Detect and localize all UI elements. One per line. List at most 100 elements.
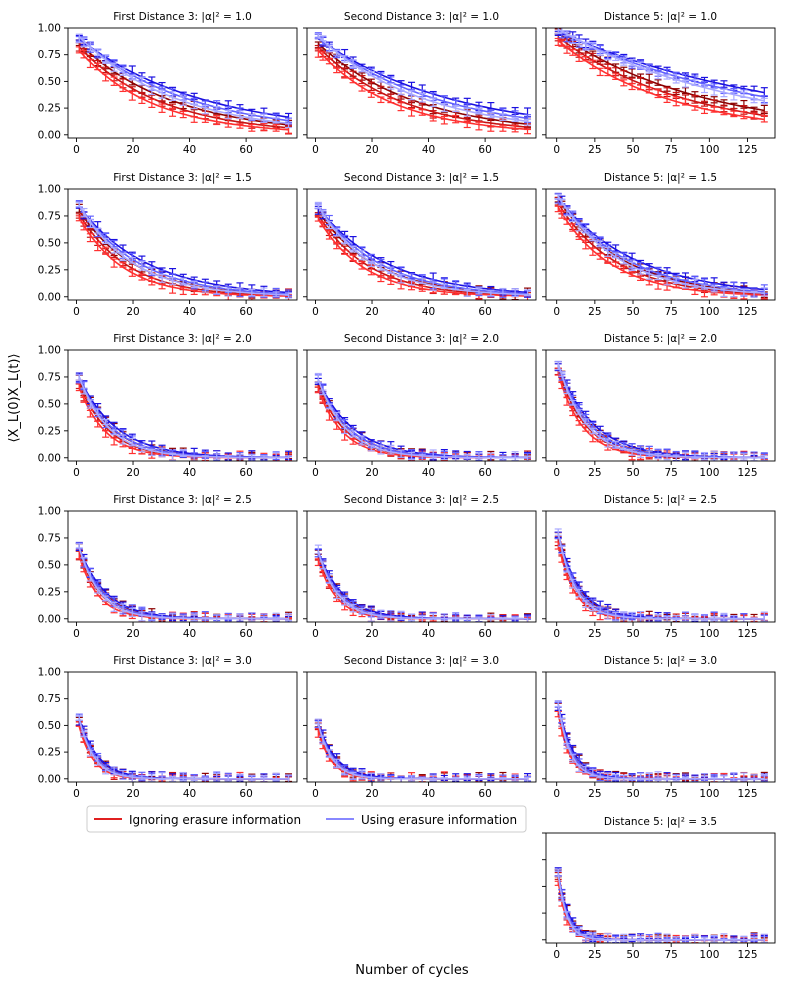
data-point-ignoring <box>740 111 748 120</box>
data-point-ignoring <box>750 112 758 119</box>
data-point-using <box>654 72 662 80</box>
data-point-ignoring <box>272 124 280 132</box>
data-point-using <box>511 616 519 622</box>
data-point-using <box>314 33 322 39</box>
data-point-using <box>740 91 748 98</box>
data-point-ignoring <box>128 90 136 101</box>
data-point-using <box>730 451 738 461</box>
data-point-using <box>604 50 612 61</box>
data-point-ignoring <box>248 123 256 132</box>
data-point-using <box>645 67 653 74</box>
panel-title: Second Distance 3: |α|² = 2.5 <box>344 494 499 506</box>
data-point-ignoring <box>720 108 728 116</box>
fit-curve-using <box>557 873 765 941</box>
data-point-ignoring <box>169 107 177 117</box>
data-point-using <box>148 76 156 84</box>
data-point-using <box>440 777 448 782</box>
data-point-using <box>190 613 198 622</box>
data-point-using <box>720 88 728 98</box>
axes-frame <box>545 510 776 623</box>
data-point-using <box>429 281 437 291</box>
data-point-using <box>720 775 728 782</box>
x-tick-label: 60 <box>478 467 491 479</box>
x-tick-label: 75 <box>664 306 677 318</box>
panel-title: First Distance 3: |α|² = 1.0 <box>113 11 252 23</box>
data-point-using <box>408 90 416 101</box>
data-point-using <box>236 454 244 461</box>
x-tick-label: 20 <box>126 467 139 479</box>
data-point-using <box>620 444 628 451</box>
data-point-using <box>672 454 680 461</box>
data-point-using <box>750 617 758 622</box>
data-point-using <box>260 113 268 124</box>
fit-curve-using <box>78 377 289 459</box>
data-point-using <box>612 54 620 62</box>
data-point-using <box>720 454 728 461</box>
data-point-using <box>452 104 460 113</box>
data-point-ignoring <box>119 262 127 268</box>
data-point-using <box>387 82 395 90</box>
data-point-ignoring <box>387 97 395 104</box>
data-point-using <box>730 615 738 622</box>
data-point-using <box>358 250 366 261</box>
data-point-ignoring <box>86 58 94 69</box>
fit-curve-using <box>78 547 289 620</box>
panel-15: Distance 5: |α|² = 3.0 0 25 50 75 100 125 <box>542 655 776 800</box>
data-point-using <box>487 112 495 119</box>
data-point-using <box>397 274 405 284</box>
data-point-ignoring <box>236 123 244 129</box>
x-tick-label: 50 <box>626 949 639 961</box>
data-point-ignoring <box>554 37 562 46</box>
data-point-using <box>179 277 187 286</box>
data-point-using <box>236 613 244 620</box>
data-point-ignoring <box>604 256 612 264</box>
data-point-using <box>377 444 385 455</box>
axes-frame <box>306 671 537 783</box>
data-point-using <box>524 618 532 622</box>
data-point-ignoring <box>604 67 612 77</box>
data-point-using <box>201 286 209 293</box>
panel-6: Distance 5: |α|² = 1.5 0 25 50 75 100 125 <box>542 172 776 318</box>
data-point-ignoring <box>358 261 366 270</box>
data-point-ignoring <box>80 49 88 59</box>
y-tick-label: 1.00 <box>38 667 61 679</box>
fit-curve-ignoring <box>78 556 289 620</box>
data-point-using <box>285 455 293 461</box>
data-point-using <box>620 611 628 620</box>
data-point-using <box>452 284 460 291</box>
x-tick-label: 100 <box>699 144 719 156</box>
data-point-using <box>604 246 612 257</box>
data-point-using <box>377 77 385 83</box>
panel-title: Second Distance 3: |α|² = 1.5 <box>344 172 499 184</box>
y-tick-label: 0.25 <box>38 264 61 276</box>
axes-frame <box>67 349 298 462</box>
data-point-using <box>582 41 590 51</box>
panel-16: Distance 5: |α|² = 3.5 0 25 50 75 100 125 <box>542 816 776 961</box>
data-point-using <box>596 606 604 614</box>
y-tick-label: 1.00 <box>38 184 61 196</box>
data-point-ignoring <box>596 59 604 65</box>
data-point-using <box>148 448 156 456</box>
panel-title: First Distance 3: |α|² = 1.5 <box>113 172 252 184</box>
data-point-using <box>582 227 590 234</box>
data-point-using <box>524 776 532 782</box>
data-point-using <box>691 613 699 621</box>
data-point-using <box>654 274 662 281</box>
y-tick-label: 0.00 <box>38 452 61 464</box>
y-tick-label: 0.25 <box>38 103 61 115</box>
panel-title: Distance 5: |α|² = 3.0 <box>604 655 717 667</box>
data-point-using <box>511 451 519 461</box>
data-point-ignoring <box>102 66 110 74</box>
y-tick-label: 0.25 <box>38 747 61 759</box>
data-point-ignoring <box>333 241 341 250</box>
data-point-using <box>620 256 628 265</box>
data-point-using <box>700 937 708 943</box>
data-point-using <box>589 605 597 612</box>
x-tick-label: 75 <box>664 467 677 479</box>
data-point-ignoring <box>487 125 495 132</box>
data-point-using <box>319 209 327 217</box>
data-point-using <box>672 277 680 285</box>
data-point-using <box>169 91 177 101</box>
panel-title: Distance 5: |α|² = 2.0 <box>604 333 717 345</box>
